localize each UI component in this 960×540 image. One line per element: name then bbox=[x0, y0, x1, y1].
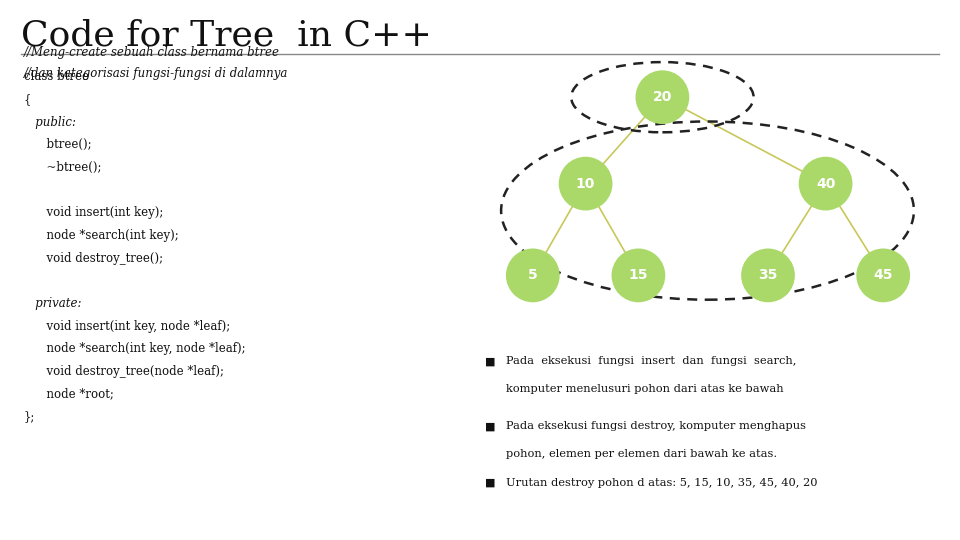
Text: //Meng-create sebuah class bernama btree: //Meng-create sebuah class bernama btree bbox=[24, 46, 280, 59]
Ellipse shape bbox=[636, 70, 689, 124]
Text: node *root;: node *root; bbox=[24, 388, 114, 401]
Text: ■: ■ bbox=[485, 478, 495, 488]
Ellipse shape bbox=[506, 248, 560, 302]
Text: public:: public: bbox=[24, 116, 76, 129]
Text: };: }; bbox=[24, 410, 36, 423]
Text: btree();: btree(); bbox=[24, 138, 91, 151]
Text: ■: ■ bbox=[485, 356, 495, 367]
Text: private:: private: bbox=[24, 297, 82, 310]
Text: pohon, elemen per elemen dari bawah ke atas.: pohon, elemen per elemen dari bawah ke a… bbox=[506, 449, 777, 460]
Text: ~btree();: ~btree(); bbox=[24, 161, 102, 174]
Text: class btree: class btree bbox=[24, 70, 89, 83]
Text: ■: ■ bbox=[485, 421, 495, 431]
Text: Code for Tree  in C++: Code for Tree in C++ bbox=[21, 19, 432, 53]
Text: {: { bbox=[24, 93, 32, 106]
Text: 20: 20 bbox=[653, 90, 672, 104]
Text: //dan kategorisasi fungsi-fungsi di dalamnya: //dan kategorisasi fungsi-fungsi di dala… bbox=[24, 68, 288, 80]
Text: void destroy_tree();: void destroy_tree(); bbox=[24, 252, 163, 265]
Text: void insert(int key);: void insert(int key); bbox=[24, 206, 163, 219]
Text: Pada  eksekusi  fungsi  insert  dan  fungsi  search,: Pada eksekusi fungsi insert dan fungsi s… bbox=[506, 356, 796, 367]
Text: void destroy_tree(node *leaf);: void destroy_tree(node *leaf); bbox=[24, 365, 224, 378]
Ellipse shape bbox=[559, 157, 612, 211]
Ellipse shape bbox=[612, 248, 665, 302]
Text: node *search(int key, node *leaf);: node *search(int key, node *leaf); bbox=[24, 342, 246, 355]
Text: node *search(int key);: node *search(int key); bbox=[24, 229, 179, 242]
Text: 5: 5 bbox=[528, 268, 538, 282]
Text: void insert(int key, node *leaf);: void insert(int key, node *leaf); bbox=[24, 320, 230, 333]
Ellipse shape bbox=[741, 248, 795, 302]
Text: 40: 40 bbox=[816, 177, 835, 191]
Text: Urutan destroy pohon d atas: 5, 15, 10, 35, 45, 40, 20: Urutan destroy pohon d atas: 5, 15, 10, … bbox=[506, 478, 817, 488]
Text: 35: 35 bbox=[758, 268, 778, 282]
Text: 45: 45 bbox=[874, 268, 893, 282]
Text: 15: 15 bbox=[629, 268, 648, 282]
Ellipse shape bbox=[799, 157, 852, 211]
Text: Pada eksekusi fungsi destroy, komputer menghapus: Pada eksekusi fungsi destroy, komputer m… bbox=[506, 421, 806, 431]
Text: komputer menelusuri pohon dari atas ke bawah: komputer menelusuri pohon dari atas ke b… bbox=[506, 384, 783, 395]
Text: 10: 10 bbox=[576, 177, 595, 191]
Ellipse shape bbox=[856, 248, 910, 302]
